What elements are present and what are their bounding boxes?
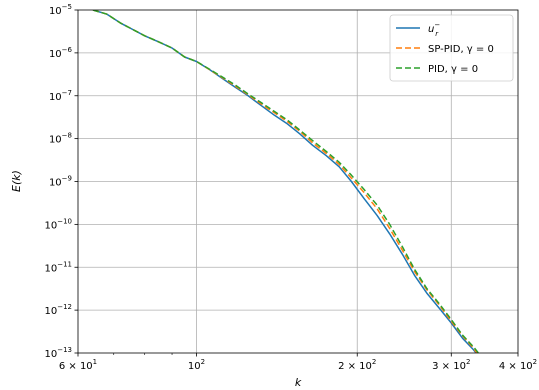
legend-box	[389, 14, 514, 82]
series-line-2	[92, 10, 480, 353]
legend: u− r SP-PID, γ = 0 PID, γ = 0	[389, 14, 514, 82]
y-tick-label: 10−8	[49, 132, 72, 146]
y-axis-label: E(k)	[10, 170, 23, 192]
x-tick-label: 4 × 102	[499, 358, 537, 372]
legend-label-2: PID, γ = 0	[428, 64, 478, 75]
x-tick-label: 102	[188, 358, 205, 372]
y-tick-label: 10−12	[44, 303, 72, 317]
y-tick-label: 10−5	[49, 3, 72, 17]
x-tick-label: 3 × 102	[432, 358, 470, 372]
y-tick-label: 10−7	[49, 89, 72, 103]
x-axis: 6 × 101 102 2 × 102 3 × 102 4 × 102	[59, 353, 537, 372]
series-layer	[92, 10, 480, 353]
x-tick-label: 6 × 101	[59, 358, 97, 372]
x-tick-label: 2 × 102	[338, 358, 376, 372]
y-tick-label: 10−11	[44, 260, 72, 274]
y-tick-label: 10−6	[49, 46, 73, 60]
x-axis-label: k	[295, 376, 302, 389]
y-tick-label: 10−9	[49, 175, 72, 189]
y-axis: 10−13 10−12 10−11 10−10 10−9 10−8 10−7 10−6 10−5	[44, 3, 78, 360]
legend-label-1: SP-PID, γ = 0	[428, 44, 494, 55]
y-tick-label: 10−13	[44, 346, 72, 360]
legend-label-0: u− r	[428, 21, 440, 38]
y-tick-label: 10−10	[44, 217, 72, 231]
